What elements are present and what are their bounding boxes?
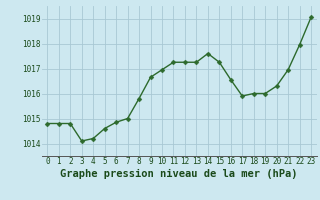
X-axis label: Graphe pression niveau de la mer (hPa): Graphe pression niveau de la mer (hPa) [60,169,298,179]
